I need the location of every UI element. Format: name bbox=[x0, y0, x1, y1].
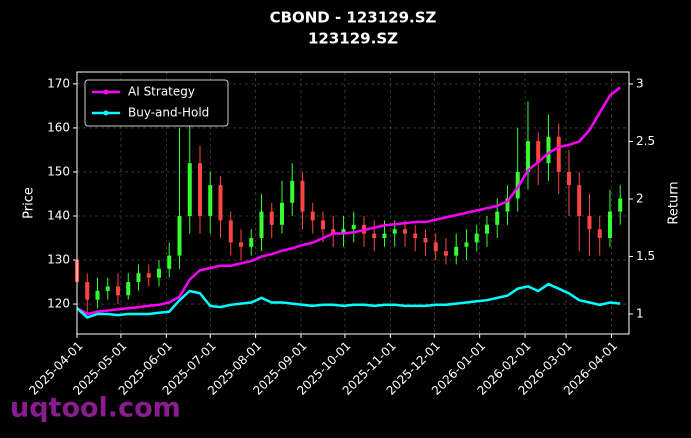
legend-marker bbox=[103, 110, 109, 116]
y2-tick-label: 2 bbox=[636, 191, 644, 205]
y2-tick-label: 2.5 bbox=[636, 134, 655, 148]
chart-subtitle: 123129.SZ bbox=[308, 30, 398, 48]
candle-body bbox=[156, 268, 161, 278]
y2-tick-label: 1 bbox=[636, 306, 644, 320]
candle-body bbox=[443, 251, 448, 256]
candle-body bbox=[536, 141, 541, 164]
candle-body bbox=[218, 185, 223, 221]
candle-body bbox=[85, 282, 90, 300]
candle-body bbox=[167, 255, 172, 269]
legend-label: AI Strategy bbox=[128, 85, 195, 99]
candle-body bbox=[587, 215, 592, 230]
candle-body bbox=[341, 229, 346, 234]
candle-body bbox=[300, 180, 305, 212]
candle-body bbox=[279, 202, 284, 225]
return-line bbox=[76, 86, 621, 316]
candle-body bbox=[525, 141, 530, 172]
watermark: uqtool.com bbox=[10, 393, 181, 424]
y-tick-label: 160 bbox=[47, 120, 70, 134]
candle-body bbox=[556, 136, 561, 172]
candle-body bbox=[208, 185, 213, 216]
y2-tick-label: 3 bbox=[636, 76, 644, 90]
candle-body bbox=[290, 180, 295, 203]
candle-body bbox=[566, 171, 571, 186]
y-tick-label: 170 bbox=[47, 76, 70, 90]
candle-body bbox=[310, 211, 315, 221]
candle-body bbox=[197, 163, 202, 216]
candle-body bbox=[351, 224, 356, 230]
candle-body bbox=[269, 211, 274, 225]
legend-marker bbox=[103, 89, 109, 95]
candle-body bbox=[372, 233, 377, 239]
candle-body bbox=[618, 198, 623, 212]
candle-body bbox=[433, 242, 438, 252]
candle-body bbox=[607, 211, 612, 239]
candle-body bbox=[146, 273, 151, 278]
candle-body bbox=[126, 282, 131, 296]
candle-body bbox=[464, 242, 469, 247]
legend-box bbox=[84, 79, 229, 127]
candle-body bbox=[95, 290, 100, 300]
y-axis-label: Price bbox=[22, 187, 37, 219]
candle-body bbox=[331, 229, 336, 234]
candle-body bbox=[259, 211, 264, 239]
candle-body bbox=[249, 238, 254, 247]
candle-body bbox=[320, 220, 325, 230]
candle-body bbox=[402, 229, 407, 234]
candle-body bbox=[392, 229, 397, 234]
chart-title: CBOND - 123129.SZ bbox=[270, 9, 437, 27]
candle-body bbox=[238, 242, 243, 247]
y-tick-label: 120 bbox=[47, 297, 70, 311]
candle-body bbox=[115, 286, 120, 296]
candle-body bbox=[136, 273, 141, 283]
candle-body bbox=[577, 185, 582, 216]
candle-body bbox=[177, 215, 182, 256]
candle-body bbox=[474, 233, 479, 243]
y2-axis-label: Return bbox=[667, 181, 682, 224]
return-line bbox=[76, 282, 621, 319]
candle-body bbox=[382, 233, 387, 239]
candle-body bbox=[546, 136, 551, 164]
candle-body bbox=[413, 233, 418, 239]
candle-body bbox=[597, 229, 602, 239]
candle-body bbox=[505, 198, 510, 212]
y2-tick-label: 1.5 bbox=[636, 249, 655, 263]
plot-frame bbox=[76, 71, 630, 335]
candle-body bbox=[105, 286, 110, 291]
y-tick-label: 130 bbox=[47, 253, 70, 267]
candle-body bbox=[228, 220, 233, 243]
candle-body bbox=[423, 238, 428, 243]
legend-label: Buy-and-Hold bbox=[128, 106, 209, 120]
candle-body bbox=[454, 246, 459, 256]
candle-body bbox=[495, 211, 500, 225]
candle-body bbox=[187, 163, 192, 216]
y-tick-label: 140 bbox=[47, 208, 70, 222]
y-tick-label: 150 bbox=[47, 164, 70, 178]
candle-body bbox=[484, 224, 489, 234]
